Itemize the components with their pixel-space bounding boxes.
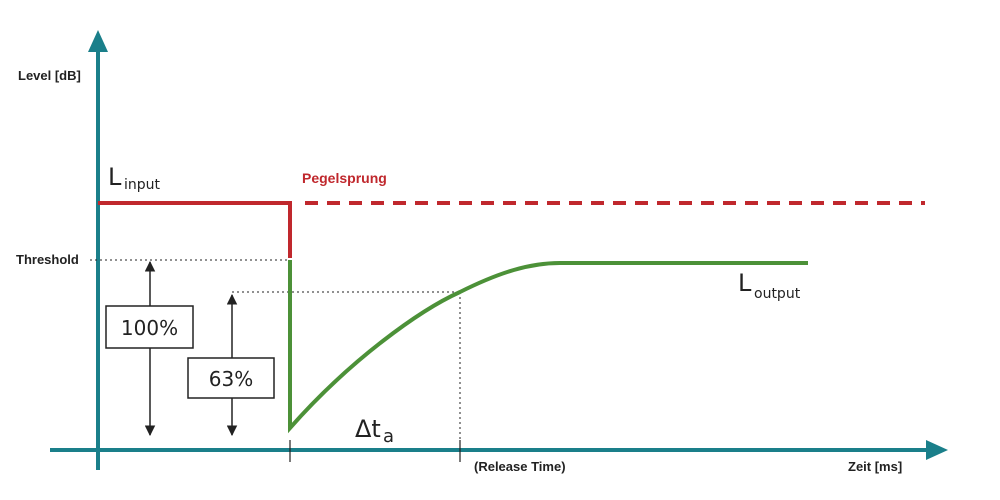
output-label-main: L [738,269,752,297]
output-level-curve [288,260,808,434]
input-label-sub: input [124,177,161,193]
input-level-line [98,201,292,258]
y-axis-label: Level [dB] [18,68,81,83]
threshold-label: Threshold [16,252,79,267]
guide-lines [90,259,461,450]
level-jump-label: Pegelsprung [302,170,387,186]
y-axis-arrowhead [88,30,108,52]
axes [50,30,948,470]
output-level [288,260,808,434]
release-time-label: (Release Time) [474,459,566,474]
input-label-main: L [108,163,122,191]
x-axis-arrowhead [926,440,948,460]
input-level [98,201,925,258]
delta-label-main: Δt [355,415,381,443]
box-63 [187,357,275,399]
box-100-label: 100% [121,316,178,340]
box-100 [105,305,194,349]
delta-label-sub: a [383,426,394,447]
x-axis-label: Zeit [ms] [848,459,902,474]
output-label-sub: output [754,286,801,302]
box-63-label: 63% [209,367,253,391]
